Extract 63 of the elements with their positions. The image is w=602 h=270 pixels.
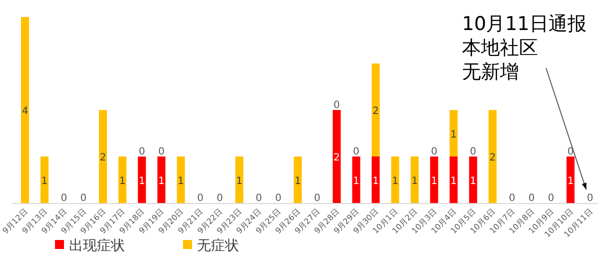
bar (469, 156, 478, 203)
data-label: 0 (216, 193, 224, 204)
data-label: 0 (60, 193, 68, 204)
data-label: 1 (353, 176, 360, 187)
data-label: 0 (80, 193, 87, 204)
data-label: 0 (548, 193, 554, 204)
bar (372, 156, 380, 203)
data-label: 0 (430, 146, 438, 158)
data-label: 0 (353, 146, 360, 158)
bar (566, 156, 575, 203)
data-label: 1 (138, 176, 146, 187)
data-label: 1 (470, 176, 476, 187)
bar (40, 156, 48, 203)
data-label: 1 (567, 176, 574, 187)
bar (98, 110, 107, 203)
bar (176, 156, 185, 203)
data-label: 1 (236, 176, 242, 187)
data-label: 2 (334, 152, 340, 164)
bar (372, 64, 380, 156)
bar (450, 110, 458, 156)
data-label: 4 (22, 106, 28, 117)
data-label: 0 (334, 100, 340, 111)
data-label: 0 (197, 193, 204, 204)
data-label: 1 (411, 176, 418, 187)
data-label: 1 (41, 176, 48, 187)
bar (391, 156, 400, 203)
bar (488, 110, 497, 203)
data-label: 1 (372, 176, 379, 187)
data-label: 1 (119, 176, 126, 187)
bar (410, 156, 419, 203)
data-label: 1 (450, 176, 457, 187)
data-label: 0 (138, 146, 146, 158)
bar (138, 156, 146, 203)
bar (21, 17, 29, 203)
bar (430, 156, 438, 203)
data-label: 1 (294, 176, 301, 187)
data-label: 0 (256, 193, 262, 204)
data-label: 0 (158, 146, 165, 158)
data-label: 0 (508, 193, 516, 204)
legend-label: 出现症状 (69, 238, 125, 254)
bar (294, 156, 302, 203)
data-label: 0 (275, 193, 282, 204)
data-label: 1 (158, 176, 165, 187)
data-label: 1 (430, 176, 438, 187)
data-label: 1 (450, 129, 457, 140)
data-label: 2 (372, 106, 379, 117)
bar (352, 156, 360, 203)
data-label: 2 (100, 152, 106, 164)
data-label: 0 (528, 193, 535, 204)
data-label: 0 (314, 193, 320, 204)
data-label: 0 (586, 193, 594, 204)
data-label: 1 (392, 176, 398, 187)
bar (235, 156, 244, 203)
data-label: 1 (178, 176, 184, 187)
bar (450, 156, 458, 203)
data-label: 2 (489, 152, 496, 164)
data-label: 0 (470, 146, 476, 158)
bar (332, 110, 341, 203)
bar (157, 156, 166, 203)
bar (118, 156, 126, 203)
data-label: 0 (567, 146, 574, 158)
legend-label: 无症状 (197, 238, 239, 254)
annotation: 10月11日通报本地社区无新增 (462, 13, 586, 83)
